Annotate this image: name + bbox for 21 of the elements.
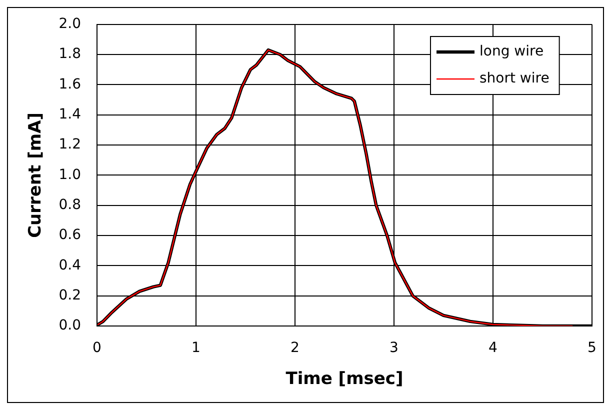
y-tick-label: 0.6 xyxy=(58,227,82,244)
y-tick-label: 1.6 xyxy=(58,76,82,92)
y-tick-label: 2.0 xyxy=(58,16,81,32)
x-tick-label: 3 xyxy=(390,340,398,356)
y-tick-label: 0.8 xyxy=(58,197,81,213)
y-tick-label: 0.4 xyxy=(58,257,82,274)
y-axis-title: Current [mA] xyxy=(26,112,46,238)
x-tick-label: 2 xyxy=(290,340,300,356)
y-tick-label: 1.0 xyxy=(58,166,81,183)
x-tick-label: 0 xyxy=(92,340,102,356)
legend-label: long wire xyxy=(480,44,544,60)
y-tick-label: 0.0 xyxy=(58,318,81,334)
legend-label: short wire xyxy=(480,70,550,87)
x-tick-label: 5 xyxy=(588,340,596,356)
x-tick-label: 4 xyxy=(488,340,498,356)
x-tick-label: 1 xyxy=(192,340,200,356)
y-tick-label: 1.2 xyxy=(58,136,81,153)
y-tick-label: 0.2 xyxy=(58,287,81,304)
y-tick-label: 1.8 xyxy=(58,46,81,62)
y-tick-label: 1.4 xyxy=(58,106,82,123)
x-axis-title: Time [msec] xyxy=(286,369,404,390)
